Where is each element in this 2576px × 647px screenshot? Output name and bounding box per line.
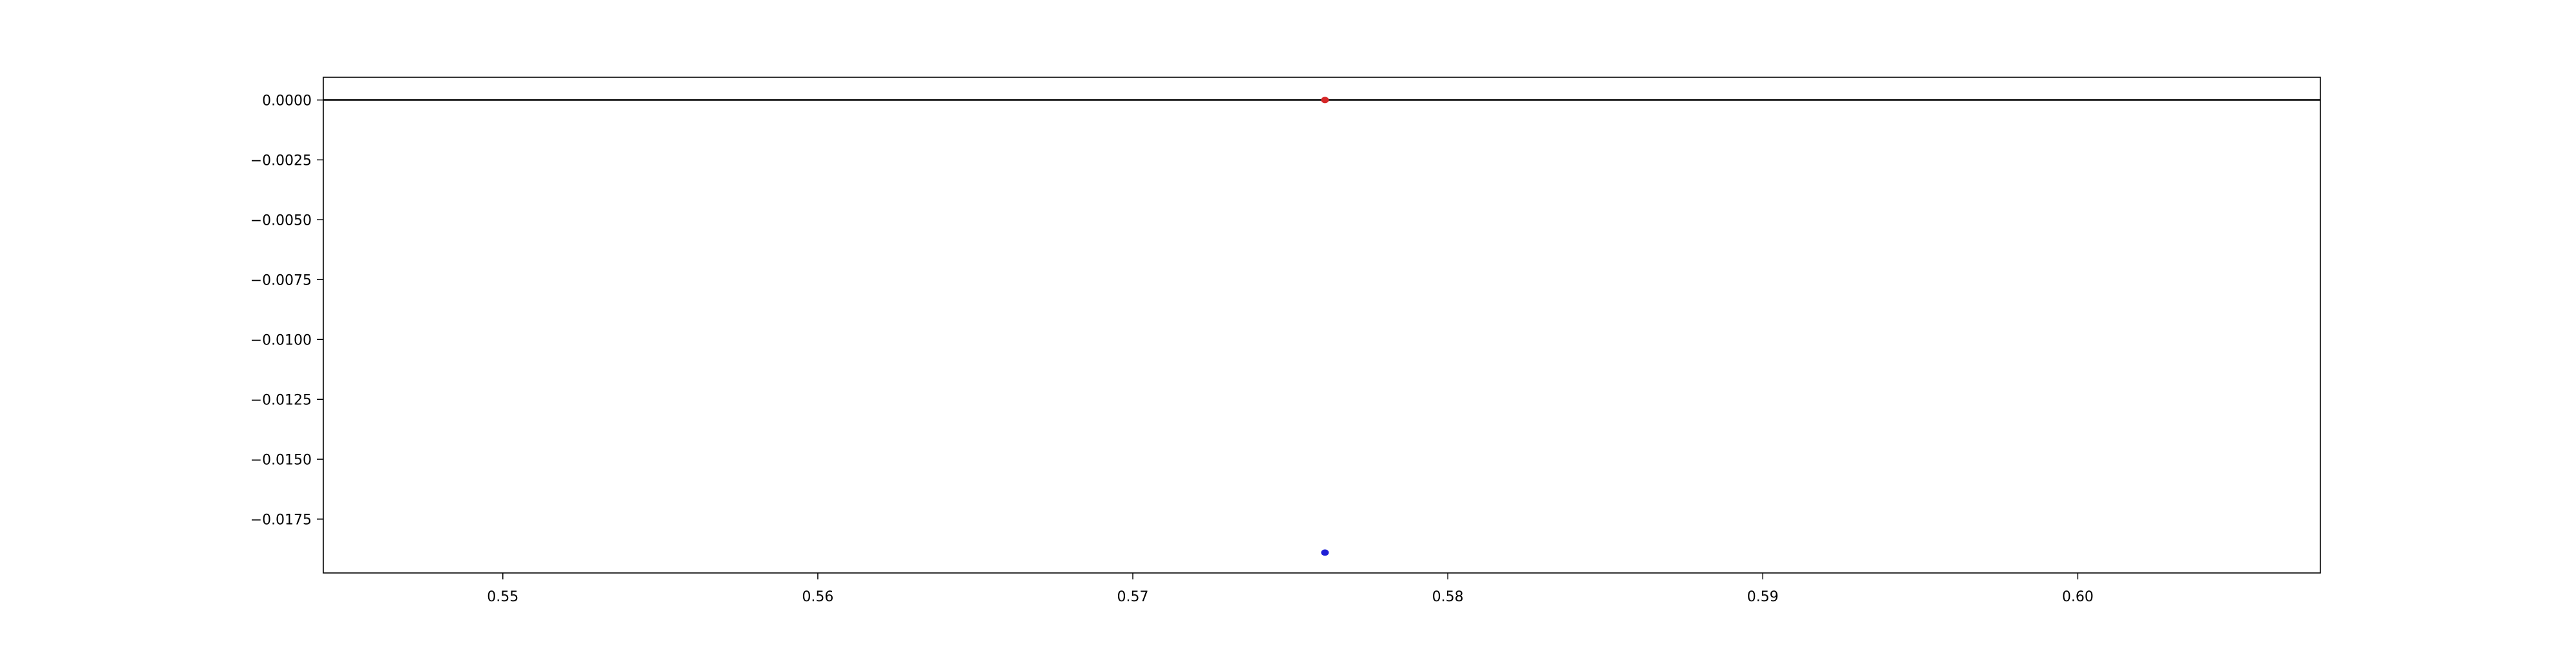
y-tick-label: 0.0000 — [262, 93, 312, 109]
y-tick-label: −0.0075 — [251, 272, 312, 288]
x-tick-label: 0.57 — [1117, 589, 1149, 605]
y-tick-label: −0.0025 — [251, 153, 312, 169]
x-tick-label: 0.56 — [802, 589, 833, 605]
y-tick-label: −0.0050 — [251, 212, 312, 229]
x-tick-label: 0.59 — [1747, 589, 1779, 605]
y-tick-label: −0.0150 — [251, 452, 312, 468]
x-tick-label: 0.55 — [487, 589, 518, 605]
data-point — [1321, 549, 1329, 556]
x-tick-label: 0.60 — [2062, 589, 2094, 605]
plot-layer: 0.55 0.56 0.57 0.58 0.59 0.60 0.0000 −0.0025 −0.… — [251, 77, 2321, 605]
y-tick-label: −0.0175 — [251, 512, 312, 528]
data-point — [1321, 97, 1329, 104]
y-tick-label: −0.0125 — [251, 392, 312, 408]
plot-frame — [323, 77, 2321, 574]
y-tick-label: −0.0100 — [251, 332, 312, 348]
x-tick-label: 0.58 — [1432, 589, 1464, 605]
